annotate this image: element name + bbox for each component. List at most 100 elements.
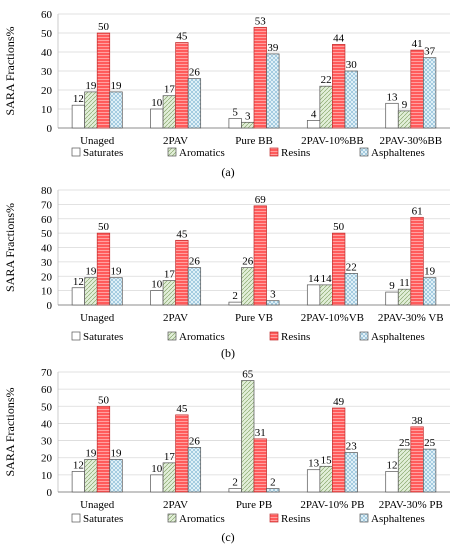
x-tick-label: 2PAV-10%VB xyxy=(301,312,364,324)
bar-asphaltenes-2pav-10-pb xyxy=(344,452,358,493)
data-label-aromatics-2pav-10-pb: 15 xyxy=(321,454,333,466)
data-label-asphaltenes-2pav-10-pb: 23 xyxy=(346,441,358,453)
data-label-resins-2pav-10-bb: 44 xyxy=(333,32,345,44)
data-label-resins-unaged: 50 xyxy=(98,394,110,406)
y-tick-label: 30 xyxy=(41,436,53,448)
y-tick-label: 60 xyxy=(41,384,53,396)
bar-resins-2pav xyxy=(175,414,189,493)
bar-aromatics-unaged xyxy=(84,459,98,493)
bar-saturates-2pav-30-bb xyxy=(385,102,399,129)
data-label-saturates-2pav-30-bb: 13 xyxy=(386,91,398,103)
data-label-saturates-unaged: 12 xyxy=(73,276,84,288)
legend-swatch-resins xyxy=(269,147,279,157)
bar-asphaltenes-unaged xyxy=(109,91,123,129)
bar-aromatics-pure-vb xyxy=(241,267,255,306)
bar-aromatics-pure-pb xyxy=(241,380,255,493)
data-label-aromatics-2pav-10-vb: 14 xyxy=(321,273,333,285)
x-tick-label: Unaged xyxy=(80,135,115,147)
bar-saturates-2pav xyxy=(150,290,164,306)
data-label-asphaltenes-unaged: 19 xyxy=(111,266,123,278)
bar-asphaltenes-pure-vb xyxy=(266,300,280,306)
legend-label-saturates: Saturates xyxy=(83,331,123,343)
data-label-asphaltenes-2pav-30-bb: 37 xyxy=(424,46,436,58)
data-label-asphaltenes-2pav-10-bb: 30 xyxy=(346,59,358,71)
bar-aromatics-2pav-30-pb xyxy=(397,448,412,493)
legend-swatch-resins xyxy=(269,331,279,341)
data-label-resins-2pav-10-pb: 49 xyxy=(333,396,345,408)
data-label-aromatics-2pav: 17 xyxy=(164,269,176,281)
bar-aromatics-2pav xyxy=(162,280,176,306)
legend-swatch-aromatics xyxy=(167,147,177,157)
data-label-aromatics-pure-pb: 65 xyxy=(242,369,254,381)
bar-saturates-2pav-10-vb xyxy=(306,284,321,306)
y-tick-label: 0 xyxy=(47,123,53,135)
y-axis-label: SARA Fractions% xyxy=(3,26,17,115)
data-label-aromatics-unaged: 19 xyxy=(85,266,97,278)
bar-aromatics-2pav-10-vb xyxy=(319,284,333,306)
x-tick-label: 2PAV xyxy=(163,312,188,324)
bar-aromatics-2pav-30-bb xyxy=(397,110,412,129)
bar-resins-2pav-30-pb xyxy=(410,426,424,493)
data-label-saturates-2pav: 10 xyxy=(151,463,163,475)
data-label-aromatics-2pav-30-pb: 25 xyxy=(399,437,411,449)
bar-asphaltenes-2pav xyxy=(187,447,202,493)
data-label-resins-unaged: 50 xyxy=(98,21,110,33)
y-tick-label: 50 xyxy=(41,401,53,413)
data-label-resins-2pav-30-pb: 38 xyxy=(412,415,424,427)
bar-asphaltenes-2pav-10-bb xyxy=(344,70,358,129)
y-tick-label: 10 xyxy=(41,470,53,482)
y-tick-label: 30 xyxy=(41,257,53,269)
data-label-asphaltenes-unaged: 19 xyxy=(111,80,123,92)
bar-asphaltenes-pure-bb xyxy=(266,53,280,129)
bar-resins-unaged xyxy=(96,405,111,493)
data-label-resins-2pav-10-vb: 50 xyxy=(333,221,345,233)
bar-resins-unaged xyxy=(96,232,111,306)
y-tick-label: 20 xyxy=(41,453,53,465)
bar-asphaltenes-pure-pb xyxy=(266,488,280,493)
bar-resins-2pav-30-bb xyxy=(410,49,424,129)
legend-label-saturates: Saturates xyxy=(83,147,123,159)
data-label-saturates-2pav-10-vb: 14 xyxy=(308,273,320,285)
bar-saturates-2pav-10-pb xyxy=(306,469,321,493)
data-label-resins-2pav-30-bb: 41 xyxy=(412,38,423,50)
y-tick-label: 60 xyxy=(41,214,53,226)
bar-saturates-pure-pb xyxy=(228,488,242,493)
x-tick-label: 2PAV xyxy=(163,135,188,147)
data-label-aromatics-pure-vb: 26 xyxy=(242,256,254,268)
legend-label-asphaltenes: Asphaltenes xyxy=(371,147,425,159)
y-tick-label: 80 xyxy=(41,185,53,197)
bar-saturates-unaged xyxy=(71,471,86,493)
data-label-resins-unaged: 50 xyxy=(98,221,110,233)
legend-swatch-saturates xyxy=(71,331,81,341)
bar-asphaltenes-2pav-30-bb xyxy=(422,57,437,129)
y-tick-label: 40 xyxy=(41,243,53,255)
bar-aromatics-unaged xyxy=(84,277,98,306)
data-label-asphaltenes-2pav-30-vb: 19 xyxy=(424,266,436,278)
legend-swatch-asphaltenes xyxy=(359,331,369,341)
data-label-asphaltenes-pure-vb: 3 xyxy=(270,289,276,301)
bar-asphaltenes-unaged xyxy=(109,277,123,306)
bar-asphaltenes-2pav xyxy=(187,267,202,306)
bar-aromatics-2pav-30-vb xyxy=(397,288,412,306)
bar-asphaltenes-2pav-30-pb xyxy=(422,448,437,493)
x-tick-label: Pure PB xyxy=(236,499,272,511)
y-tick-label: 60 xyxy=(41,9,53,21)
data-label-resins-pure-pb: 31 xyxy=(255,427,266,439)
data-label-asphaltenes-2pav: 26 xyxy=(189,256,201,268)
bar-saturates-2pav-10-bb xyxy=(306,120,321,129)
y-tick-label: 50 xyxy=(41,228,53,240)
legend-swatch-asphaltenes xyxy=(359,147,369,157)
bar-aromatics-pure-bb xyxy=(241,121,255,129)
legend-swatch-saturates xyxy=(71,513,81,523)
data-label-saturates-2pav-30-vb: 9 xyxy=(389,280,395,292)
bar-saturates-unaged xyxy=(71,104,86,129)
bar-asphaltenes-2pav-10-vb xyxy=(344,273,358,306)
bar-resins-2pav-10-pb xyxy=(332,407,346,493)
x-tick-label: Pure BB xyxy=(235,135,273,147)
bar-aromatics-2pav xyxy=(162,95,176,129)
bar-saturates-2pav xyxy=(150,474,164,493)
data-label-aromatics-2pav-10-bb: 22 xyxy=(321,74,332,86)
bar-aromatics-2pav-10-bb xyxy=(319,85,333,129)
legend-swatch-saturates xyxy=(71,147,81,157)
y-tick-label: 70 xyxy=(41,199,53,211)
